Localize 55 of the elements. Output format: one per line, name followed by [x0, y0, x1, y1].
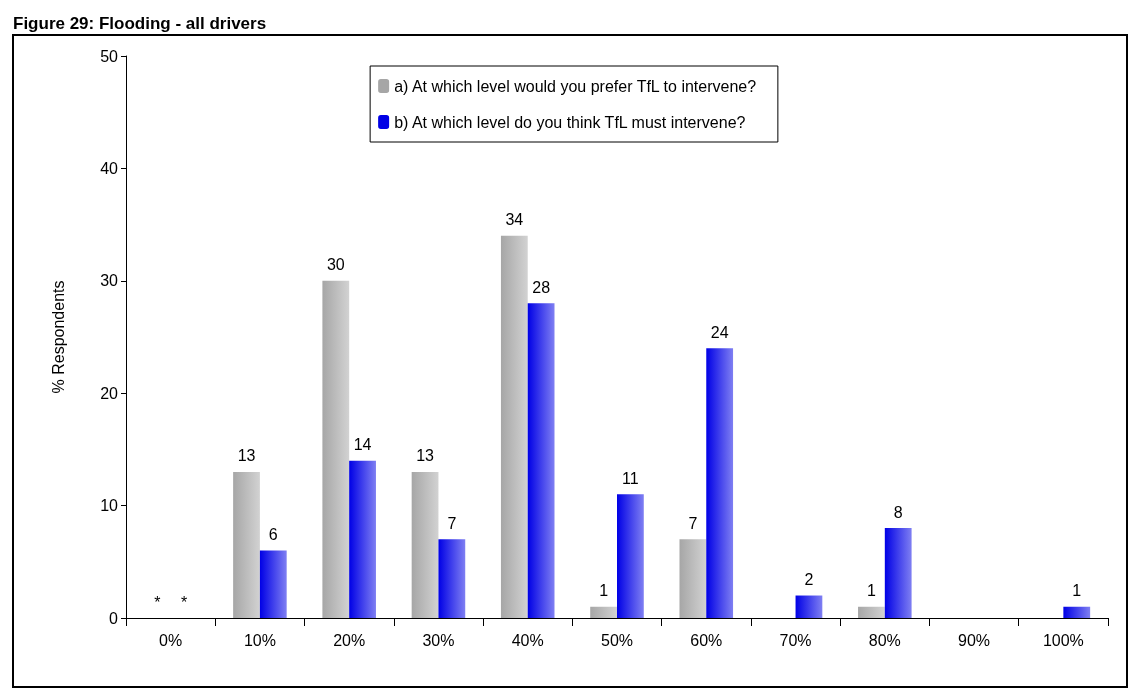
bar: [590, 606, 617, 618]
data-label: 7: [688, 514, 698, 532]
y-tick-label: 50: [100, 47, 119, 65]
data-label: 7: [447, 514, 457, 532]
x-tick-label: 60%: [690, 631, 723, 649]
y-tick-label: 30: [100, 272, 119, 290]
data-label: *: [180, 593, 188, 611]
bar: [617, 494, 644, 618]
bar: [858, 606, 885, 618]
data-label: 2: [804, 571, 814, 589]
x-tick-label: 0%: [159, 631, 183, 649]
bar: [233, 471, 260, 618]
data-label: 1: [1072, 582, 1082, 600]
data-label: 24: [710, 323, 729, 341]
data-label: 11: [622, 469, 639, 487]
x-tick-label: 20%: [333, 631, 366, 649]
y-tick-label: 0: [109, 609, 119, 627]
data-label: 30: [326, 256, 345, 274]
data-label: 13: [237, 447, 256, 465]
x-tick-label: 70%: [779, 631, 812, 649]
legend-label: b) At which level do you think TfL must intervene?: [394, 113, 746, 131]
bar: [1063, 606, 1091, 618]
x-tick-label: 10%: [243, 631, 276, 649]
x-tick-label: 90%: [958, 631, 991, 649]
bar: [527, 303, 555, 618]
data-label: 1: [599, 582, 609, 600]
x-tick-label: 40%: [511, 631, 544, 649]
bar: [500, 235, 528, 618]
bar: [411, 471, 439, 618]
x-tick-label: 100%: [1042, 631, 1084, 649]
data-label: 14: [353, 436, 372, 454]
y-tick-label: 20: [100, 384, 119, 402]
data-label: *: [154, 593, 161, 611]
data-label: 13: [416, 447, 435, 465]
data-label: 6: [268, 526, 278, 544]
x-tick-label: 80%: [868, 631, 901, 649]
bar: [438, 539, 466, 618]
data-label: 34: [505, 211, 524, 229]
bar: [679, 539, 707, 618]
bar: [259, 550, 287, 618]
y-axis-title: % Respondents: [49, 280, 67, 394]
legend-label: a) At which level would you prefer TfL to intervene?: [394, 77, 757, 95]
data-label: 28: [532, 278, 551, 296]
bar: [795, 595, 823, 618]
bar: [322, 280, 350, 618]
bar: [349, 460, 376, 618]
x-tick-label: 30%: [422, 631, 455, 649]
y-tick-label: 10: [100, 497, 119, 515]
bar: [884, 528, 912, 618]
y-tick-label: 40: [100, 159, 119, 177]
x-tick-label: 50%: [600, 631, 634, 649]
data-label: 1: [866, 582, 876, 600]
data-label: 8: [893, 503, 903, 521]
chart-title: Figure 29: Flooding - all drivers: [13, 14, 267, 33]
bar: [706, 348, 734, 618]
